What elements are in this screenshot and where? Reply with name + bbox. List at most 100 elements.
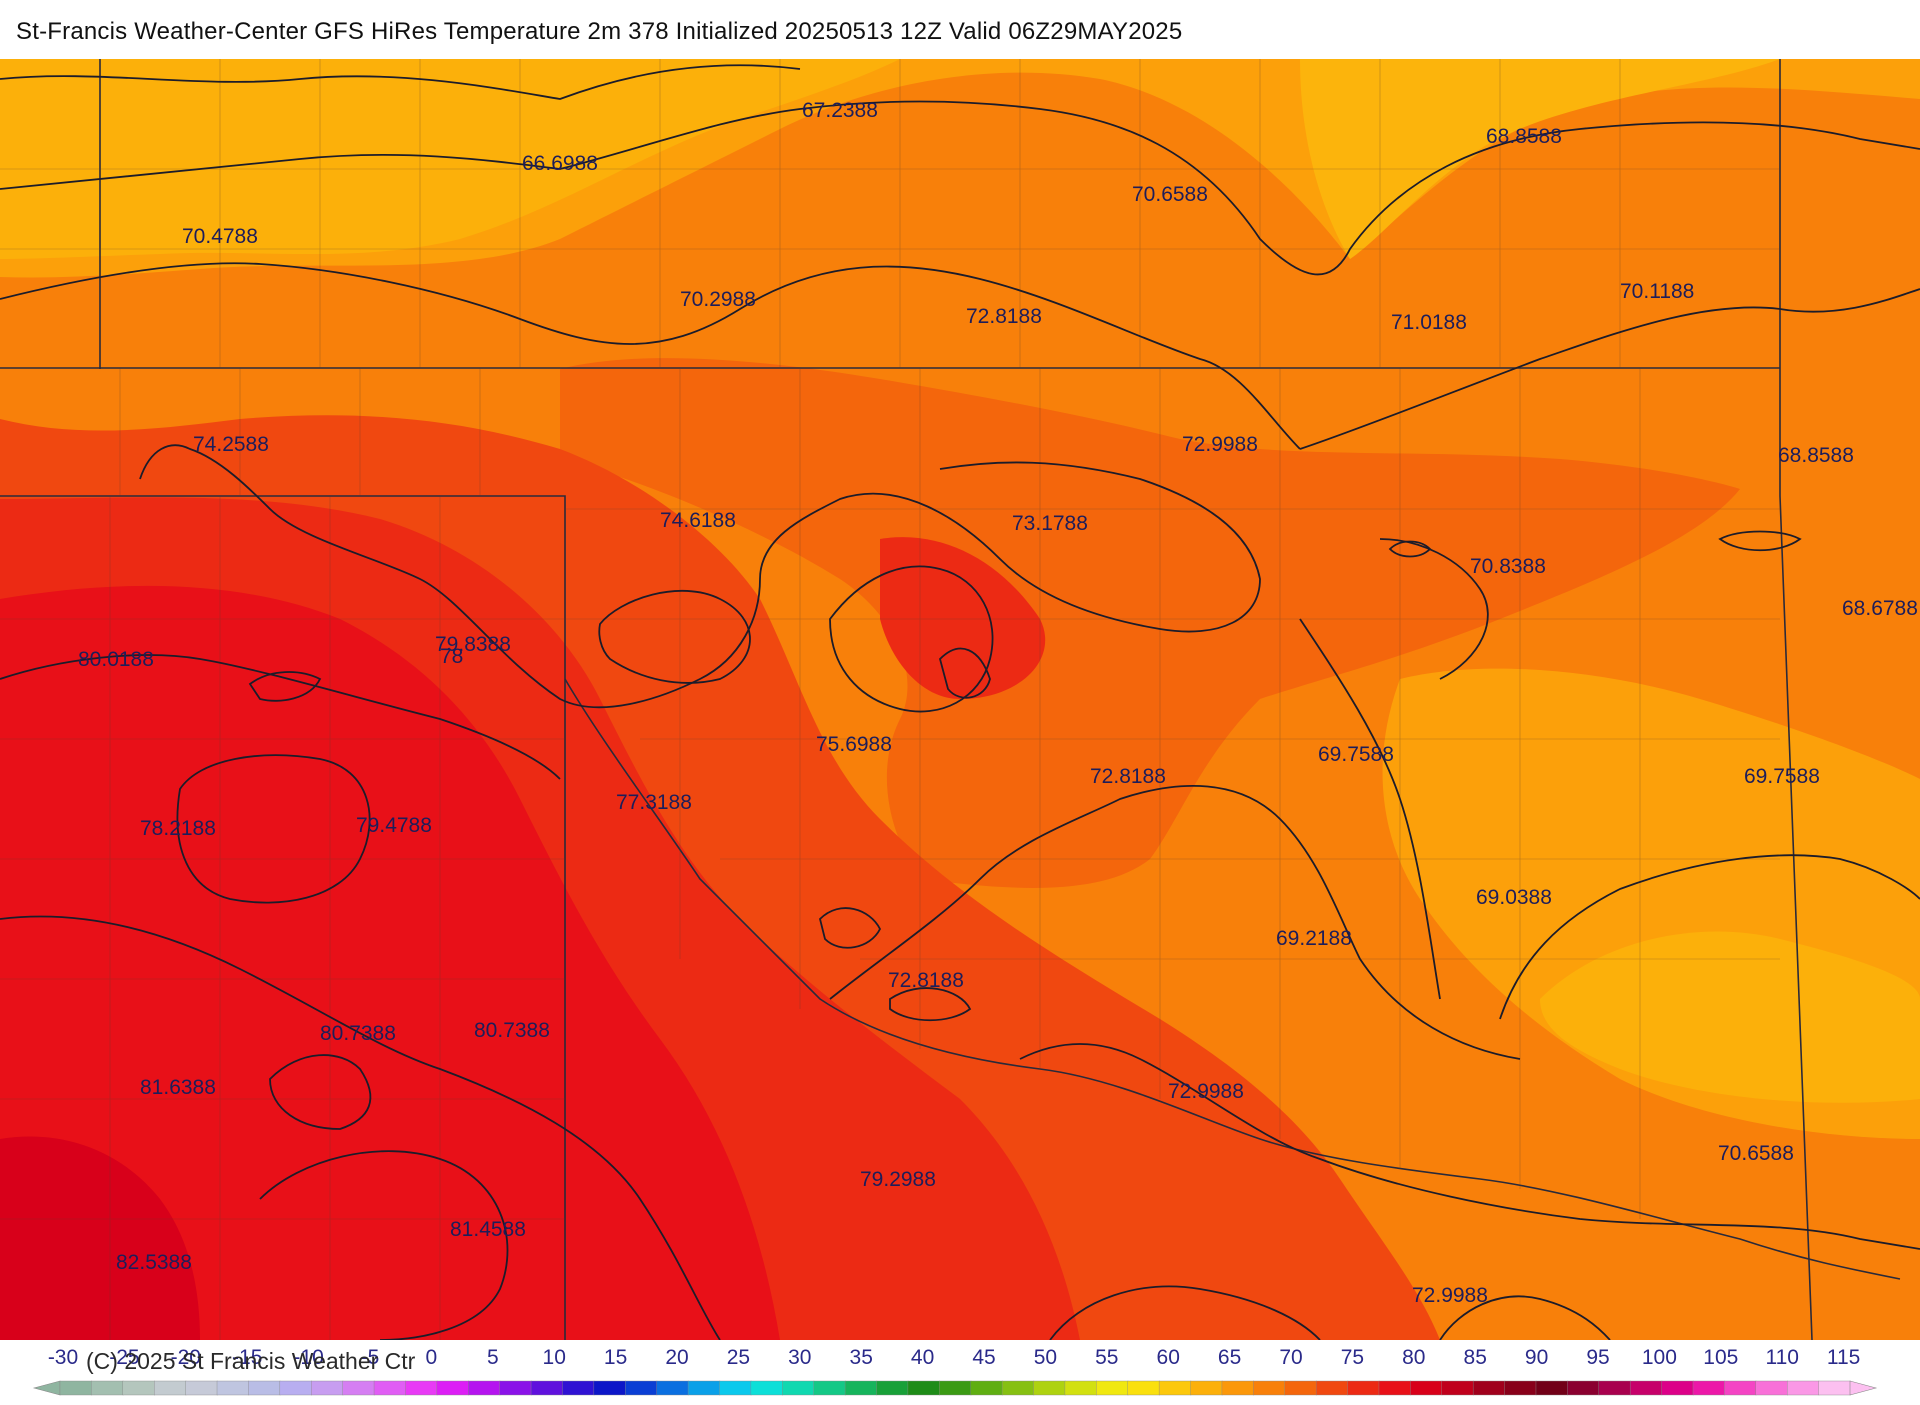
colorbar-swatch [1535,1380,1569,1396]
colorbar-swatch [1253,1380,1286,1396]
colorbar-swatch [719,1380,752,1396]
colorbar-tick-label: 35 [850,1346,873,1369]
colorbar-swatch [1724,1380,1757,1396]
contour-label: 81.4588 [450,1218,526,1241]
colorbar-swatch [813,1380,846,1396]
colorbar-swatch [91,1380,124,1396]
contour-label: 68.6788 [1842,597,1918,620]
colorbar-tick-label: 30 [788,1346,811,1369]
colorbar-tick-label: 110 [1765,1346,1798,1369]
band-core [0,1136,200,1340]
contour-label: 82.5388 [116,1251,192,1274]
colorbar-swatch [279,1380,312,1396]
contour-label: 80.7388 [320,1022,396,1045]
copyright-notice: (C) 2025 St Francis Weather Ctr [86,1348,416,1374]
colorbar-swatch [185,1380,218,1396]
colorbar-swatch [1315,1380,1349,1396]
band-central-hot [880,537,1046,699]
colorbar-tick-label: 10 [543,1346,566,1369]
contour-label: 68.8588 [1778,444,1854,467]
colorbar-swatch [625,1380,658,1396]
band-east-coolest [1540,931,1920,1103]
colorbar-tick-label: 55 [1095,1346,1118,1369]
band-north-east-light [1300,59,1780,259]
contour-labels: 67.2388 66.6988 68.8588 70.6588 70.4788 … [78,99,1918,1307]
colorbar-swatch [248,1380,281,1396]
contour-label: 75.6988 [816,733,892,756]
contour-label: 70.6588 [1718,1142,1794,1165]
colorbar-tick-label: -30 [48,1346,78,1369]
colorbar-swatch [1284,1380,1317,1396]
contour-label: 72.8188 [1090,765,1166,788]
colorbar-tick-label: -20 [171,1346,201,1369]
colorbar-swatch [1692,1380,1726,1396]
colorbar-ticks: -30 -25 -20 -15 -10 -5 0 5 10 15 20 25 30 35 40 45 50 55 6… [48,1346,1861,1369]
contour-label: 72.8188 [966,305,1042,328]
colorbar-swatch [530,1380,564,1396]
colorbar-swatch [1818,1380,1851,1396]
colorbar-swatch [1472,1380,1506,1396]
colorbar-swatch [499,1380,532,1396]
contour-label: 70.2988 [680,288,756,311]
colorbar-swatch [405,1380,438,1396]
map-svg: 67.2388 66.6988 68.8588 70.6588 70.4788 … [0,59,1920,1340]
colorbar-tick-label: 75 [1341,1346,1364,1369]
contour-label: 80.0188 [78,648,154,671]
colorbar-swatch [1064,1380,1098,1396]
colorbar-swatch [687,1380,721,1396]
colorbar-swatch [154,1380,187,1396]
colorbar-tick-label: 40 [911,1346,934,1369]
contour-label: 71.0188 [1391,311,1467,334]
contour-label: 70.1188 [1620,280,1694,303]
colorbar-swatch [1567,1380,1600,1396]
colorbar-min-arrow [32,1380,61,1396]
contour-label: 68.8588 [1486,125,1562,148]
colorbar-swatch [59,1380,93,1396]
colorbar-swatch [342,1380,375,1396]
colorbar-tick-label: 15 [604,1346,627,1369]
colorbar-tick-label: 105 [1703,1346,1738,1369]
contour-label: 81.6388 [140,1076,216,1099]
colorbar-swatch [1598,1380,1631,1396]
colorbar-swatch [876,1380,909,1396]
colorbar-swatch [1158,1380,1192,1396]
temperature-map[interactable]: 67.2388 66.6988 68.8588 70.6588 70.4788 … [0,59,1920,1340]
colorbar-swatch [468,1380,501,1396]
colorbar-tick-label: 80 [1402,1346,1425,1369]
band-60-65-north [0,59,900,259]
colorbar-swatch [1033,1380,1066,1396]
colorbar-tick-label: 100 [1642,1346,1677,1369]
colorbar-swatch [311,1380,344,1396]
colorbar-swatch [1504,1380,1537,1396]
colorbar-swatch [656,1380,689,1396]
contour-label: 79.2988 [860,1168,936,1191]
colorbar-swatch [373,1380,407,1396]
colorbar-swatch [1221,1380,1255,1396]
colorbar-swatch [1127,1380,1160,1396]
colorbar-swatch [907,1380,940,1396]
colorbar-tick-label: -10 [293,1346,323,1369]
contour-label: 69.7588 [1318,743,1394,766]
contour-label: 74.2588 [193,433,269,456]
colorbar-swatch [436,1380,469,1396]
temperature-colorbar: -30 -25 -20 -15 -10 -5 0 5 10 15 20 25 30 35 40 45 50 55 6… [0,1340,1920,1400]
contour-label: 69.0388 [1476,886,1552,909]
colorbar-swatch [1096,1380,1129,1396]
colorbar-max-arrow [1849,1380,1878,1396]
contour-label: 78 [440,645,463,668]
colorbar-swatch [750,1380,783,1396]
colorbar-swatch [782,1380,815,1396]
contour-label: 70.4788 [182,225,258,248]
band-central-warm [560,358,1740,888]
colorbar-swatch [970,1380,1003,1396]
contour-label: 72.8188 [888,969,964,992]
colorbar-swatch [1190,1380,1223,1396]
colorbar-tick-label: -25 [109,1346,139,1369]
colorbar-tick-label: 115 [1827,1346,1860,1369]
colorbar-swatch [1378,1380,1412,1396]
colorbar-tick-label: 20 [665,1346,688,1369]
colorbar-swatches [32,1380,1878,1396]
contour-label: 67.2388 [802,99,878,122]
colorbar-swatch [1786,1380,1820,1396]
contour-label: 77.3188 [616,791,692,814]
